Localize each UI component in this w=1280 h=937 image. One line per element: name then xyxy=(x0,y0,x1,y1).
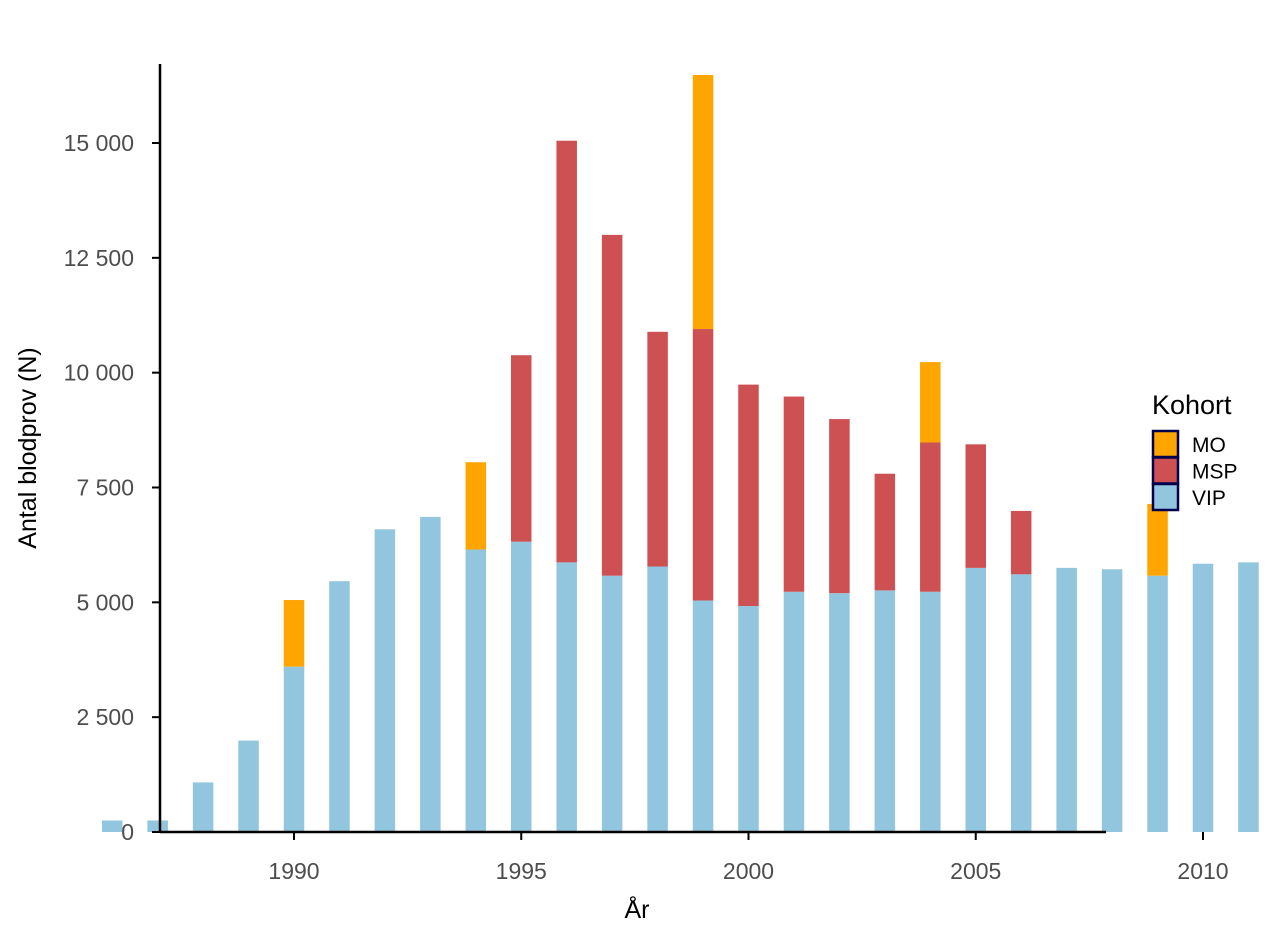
y-tick-label: 0 xyxy=(121,819,134,845)
x-tick-label: 1995 xyxy=(496,858,547,884)
x-tick-label: 2010 xyxy=(1177,858,1228,884)
bar-mo-1999 xyxy=(692,75,714,330)
bar-vip-1999 xyxy=(692,600,714,832)
bar-msp-1996 xyxy=(556,140,577,563)
bar-msp-1998 xyxy=(647,331,668,567)
bar-msp-1997 xyxy=(601,234,623,576)
bar-msp-1999 xyxy=(692,329,714,601)
bar-vip-2000 xyxy=(738,606,759,832)
bar-msp-2001 xyxy=(783,396,805,592)
bar-msp-2004 xyxy=(920,442,941,592)
legend-key-mo xyxy=(1151,429,1180,459)
bar-vip-2006 xyxy=(1010,574,1032,832)
bar-vip-2003 xyxy=(874,590,896,832)
bar-vip-1990 xyxy=(283,666,305,832)
bar-vip-1993 xyxy=(420,516,441,832)
bar-mo-1994 xyxy=(465,462,487,550)
bar-vip-2007 xyxy=(1056,567,1077,832)
bar-mo-2004 xyxy=(920,362,941,443)
bar-vip-2005 xyxy=(965,567,986,832)
legend: Kohort MO MSP VIP xyxy=(1151,390,1238,512)
bar-mo-1990 xyxy=(283,600,305,667)
bar-vip-2008 xyxy=(1101,569,1123,832)
y-tick-label: 2 500 xyxy=(76,704,134,730)
legend-key-vip xyxy=(1151,482,1180,512)
x-tick-label: 2000 xyxy=(723,858,774,884)
y-tick-label: 10 000 xyxy=(64,360,134,386)
bar-mo-2009 xyxy=(1147,504,1168,576)
y-tick-label: 12 500 xyxy=(64,245,134,271)
bar-vip-2009 xyxy=(1147,575,1168,832)
bar-msp-2000 xyxy=(738,384,759,607)
bars-layer xyxy=(101,75,1259,832)
bar-vip-1996 xyxy=(556,562,577,832)
bar-vip-2011 xyxy=(1238,562,1259,832)
legend-label-mo: MO xyxy=(1192,434,1226,457)
bar-msp-2003 xyxy=(874,473,896,591)
bar-vip-1995 xyxy=(511,541,532,832)
legend-label-vip: VIP xyxy=(1192,487,1226,510)
bar-vip-1997 xyxy=(601,575,623,832)
bar-vip-1994 xyxy=(465,549,487,832)
y-ticks: 0 2 500 5 000 7 500 10 000 12 500 15 000 xyxy=(64,130,160,845)
legend-label-msp: MSP xyxy=(1192,461,1238,484)
bar-vip-1991 xyxy=(329,581,350,832)
bar-vip-1988 xyxy=(192,782,214,832)
x-axis-title: År xyxy=(625,894,650,924)
y-axis-title: Antal blodprov (N) xyxy=(14,347,42,548)
bar-vip-2002 xyxy=(829,593,850,832)
bar-vip-1998 xyxy=(647,566,668,832)
bar-vip-1989 xyxy=(238,740,259,832)
bar-vip-1986 xyxy=(101,820,123,832)
bar-vip-1987 xyxy=(147,820,168,832)
bar-msp-2006 xyxy=(1010,510,1032,575)
bar-vip-2010 xyxy=(1192,563,1214,832)
bar-msp-1995 xyxy=(511,355,532,542)
y-tick-label: 7 500 xyxy=(76,475,134,501)
y-tick-label: 15 000 xyxy=(64,130,134,156)
bar-msp-2005 xyxy=(965,444,986,568)
y-tick-label: 5 000 xyxy=(76,589,134,615)
bar-vip-2004 xyxy=(920,591,941,832)
bar-vip-2001 xyxy=(783,591,805,832)
x-tick-label: 1990 xyxy=(268,858,319,884)
x-tick-label: 2005 xyxy=(950,858,1001,884)
legend-title: Kohort xyxy=(1152,390,1232,420)
legend-key-msp xyxy=(1151,456,1180,485)
x-ticks: 1990199520002005201020152020 xyxy=(268,832,1229,884)
bar-vip-1992 xyxy=(374,529,396,832)
bar-msp-2002 xyxy=(829,419,850,594)
